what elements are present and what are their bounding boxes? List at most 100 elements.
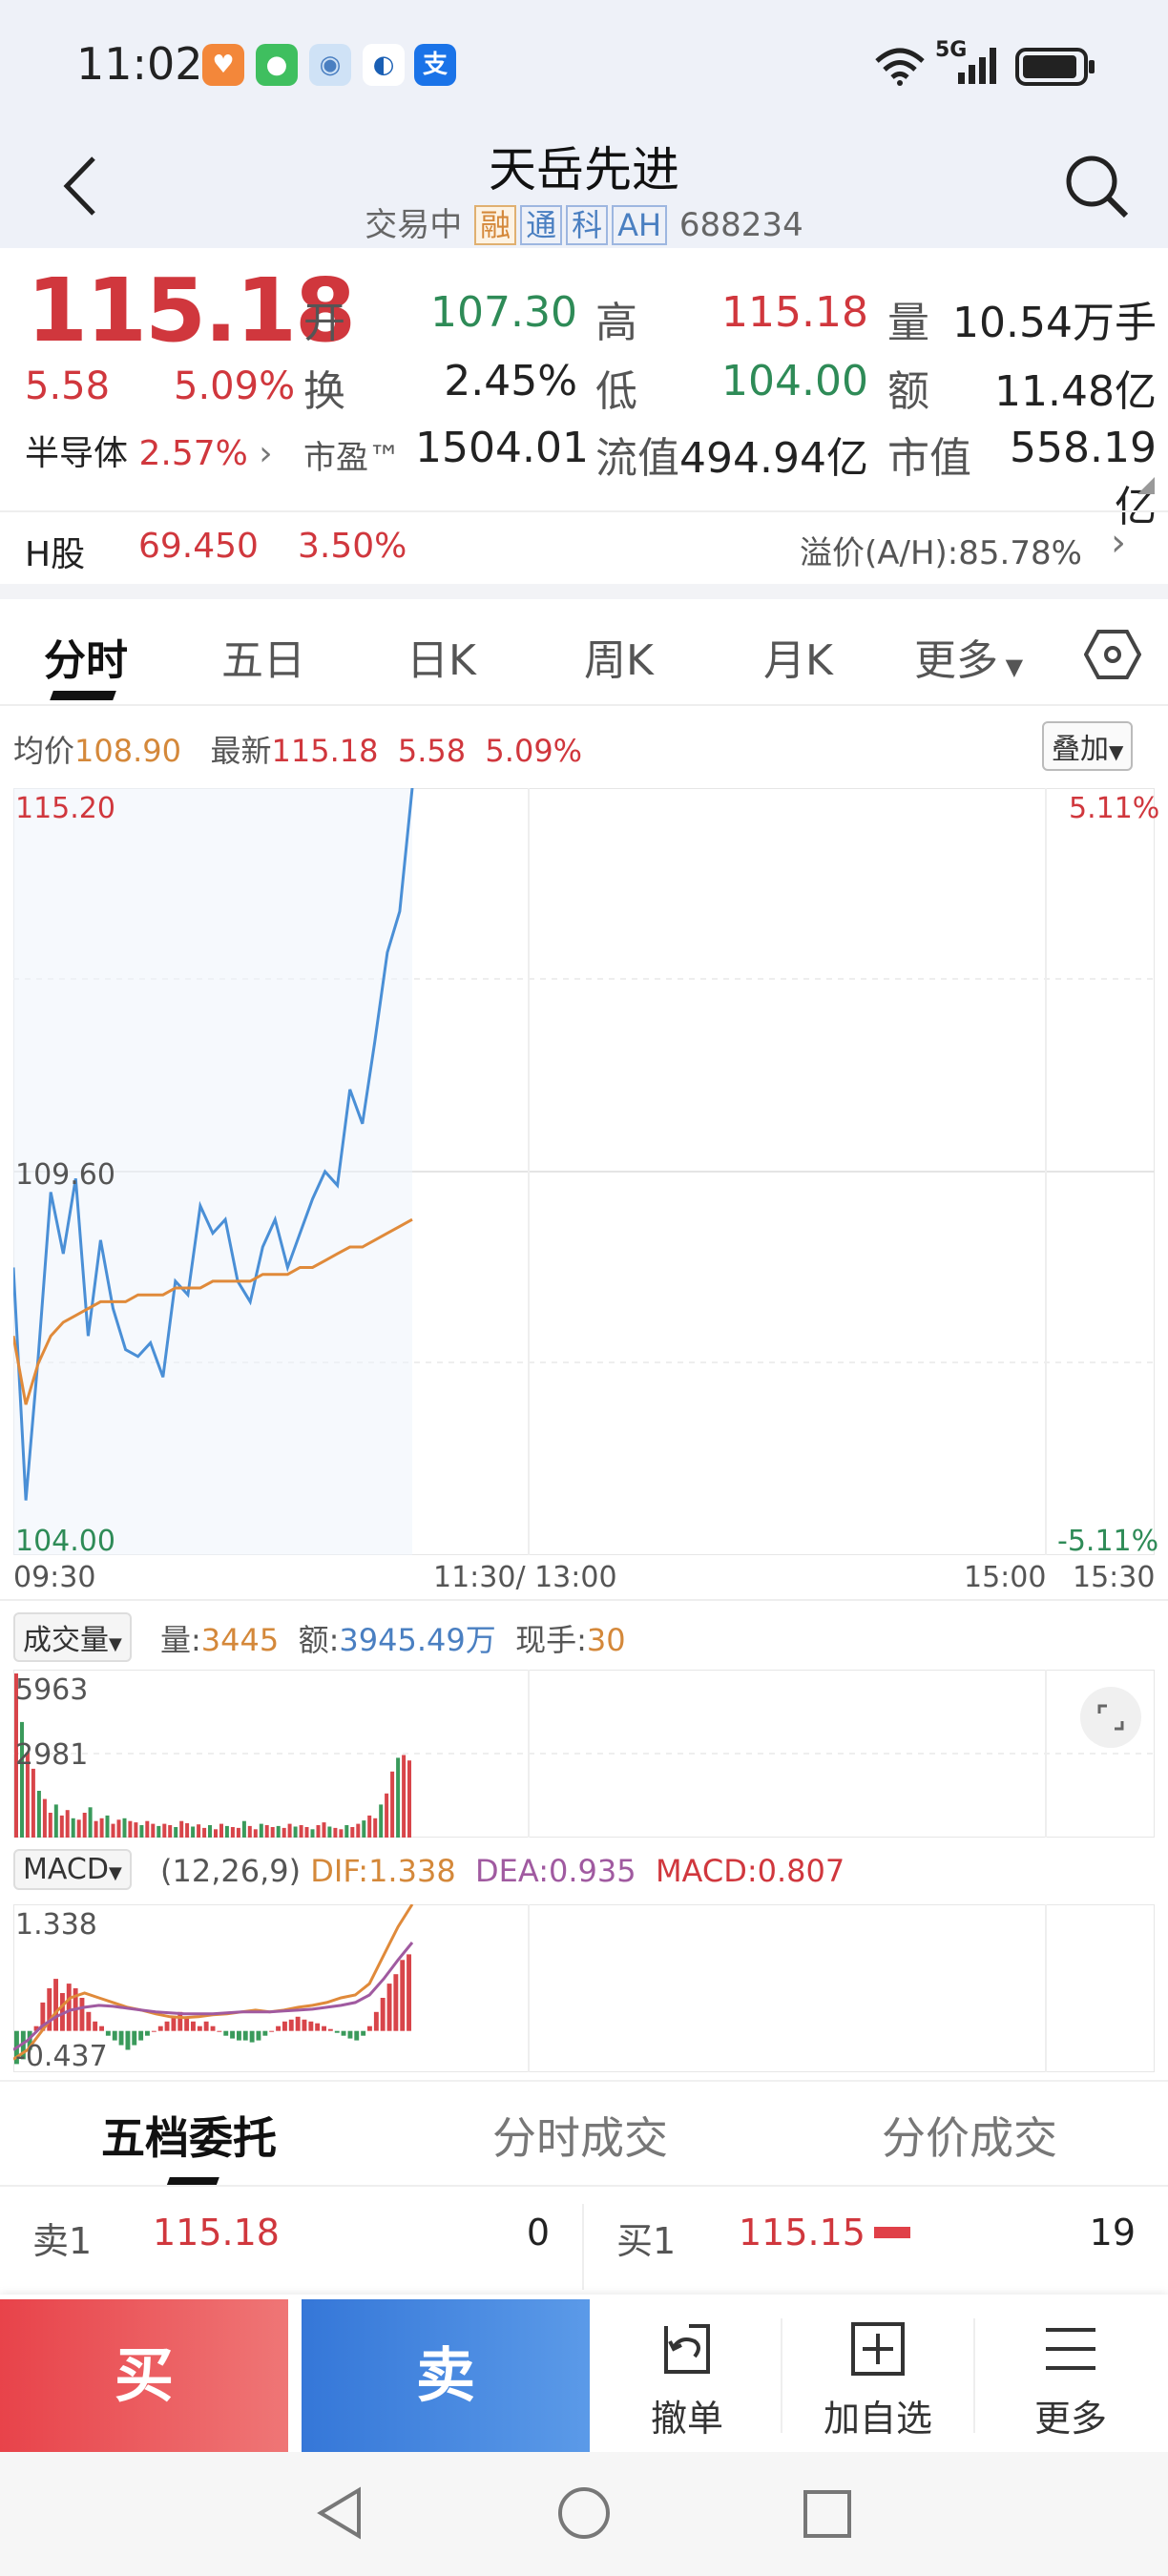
search-icon[interactable] [1063, 153, 1132, 221]
volume-bar [344, 1825, 349, 1838]
plus-square-icon [851, 2322, 905, 2376]
buy1-volume: 19 [1089, 2212, 1136, 2254]
tag-star[interactable]: 科 [566, 205, 609, 245]
tag-connect[interactable]: 通 [520, 205, 563, 245]
volume-bar [162, 1823, 167, 1838]
tab-five-day[interactable]: 五日 [221, 636, 305, 685]
buy1-price[interactable]: 115.15 [739, 2212, 866, 2254]
amount-value: 11.48亿 [994, 367, 1157, 416]
macd-bar [315, 2023, 321, 2031]
volume-bar [99, 1818, 104, 1838]
volume-bar [82, 1813, 87, 1838]
sector-link[interactable]: 半导体 2.57% › [25, 426, 273, 475]
market-cap-label: 市值 [887, 434, 971, 483]
macd-bar [262, 2030, 268, 2036]
cancel-order-button[interactable]: 撤单 [592, 2318, 782, 2441]
vol-value: 3445 [200, 1622, 280, 1658]
caret-down-icon: ▼ [1109, 740, 1124, 763]
stock-code: 688234 [678, 206, 803, 244]
y-mid-label: 109.60 [15, 1158, 115, 1192]
macd-bar [217, 2030, 222, 2032]
fullscreen-button[interactable] [1080, 1687, 1141, 1748]
macd-bar [157, 2025, 163, 2031]
network-type: 5G [935, 38, 968, 62]
more-button[interactable]: 更多 [975, 2318, 1166, 2441]
buy-button[interactable]: 买 [0, 2299, 288, 2452]
volume-bar [14, 1673, 18, 1838]
divider [0, 2185, 1168, 2187]
volume-bar [322, 1822, 326, 1838]
volume-bar [76, 1819, 81, 1838]
macd-params: (12,26,9) [160, 1853, 302, 1889]
tab-tick-trades[interactable]: 分时成交 [492, 2112, 668, 2164]
volume-chart[interactable] [13, 1670, 1155, 1838]
tab-order-book[interactable]: 五档委托 [101, 2112, 277, 2164]
volume-bar [191, 1826, 196, 1838]
caret-down-icon: ▼ [109, 1634, 122, 1654]
settings-hexagon-icon[interactable] [1084, 628, 1141, 681]
volume-bar [197, 1824, 201, 1838]
tag-ah[interactable]: AH [612, 205, 668, 245]
macd-indicator-dropdown[interactable]: MACD▼ [13, 1849, 132, 1890]
open-value: 107.30 [430, 288, 577, 337]
volume-bar [65, 1810, 70, 1838]
macd-bar [230, 2030, 235, 2039]
intraday-chart[interactable] [13, 788, 1155, 1555]
price-change-pct: 5.09% [174, 364, 296, 408]
nav-home-icon[interactable] [555, 2484, 613, 2542]
more-label: 更多 [1033, 2398, 1107, 2440]
price-change: 5.58 [25, 364, 111, 408]
volume-bar [407, 1760, 411, 1838]
sell1-volume: 0 [526, 2212, 550, 2254]
macd-chart[interactable] [13, 1904, 1155, 2072]
add-watchlist-button[interactable]: 加自选 [782, 2318, 973, 2441]
nav-back-icon[interactable] [313, 2484, 366, 2542]
ah-premium: 溢价(A/H):85.78% [800, 534, 1082, 572]
avg-price-value: 108.90 [74, 733, 181, 769]
turnover-label: 换 [303, 367, 345, 416]
h-share-row[interactable] [0, 510, 1168, 582]
macd-bar [125, 2030, 131, 2050]
tab-weekly-k[interactable]: 周K [584, 636, 654, 685]
volume-bar [362, 1820, 366, 1838]
price-line [13, 788, 414, 1501]
h-share-price: 69.450 [138, 527, 259, 566]
macd-bar [40, 2002, 46, 2031]
back-icon[interactable] [59, 153, 101, 219]
tab-daily-k[interactable]: 日K [407, 636, 476, 685]
macd-bar [138, 2030, 144, 2041]
macd-bar [210, 2025, 216, 2031]
volume-bar [310, 1829, 315, 1838]
overlay-button[interactable]: 叠加▼ [1042, 721, 1134, 771]
cur-label: 现手: [515, 1622, 587, 1658]
alipay-app-icon: 支 [414, 44, 456, 86]
sell-button[interactable]: 卖 [302, 2299, 590, 2452]
volume-bar [168, 1825, 173, 1838]
expand-corner-icon[interactable] [1136, 475, 1157, 496]
macd-bar [295, 2016, 301, 2031]
volume-bar [356, 1823, 361, 1838]
tab-more[interactable]: 更多 ▼ [914, 626, 1023, 687]
tab-monthly-k[interactable]: 月K [763, 636, 833, 685]
tag-margin[interactable]: 融 [474, 205, 517, 245]
buy1-label: 买1 [616, 2220, 677, 2262]
pct-top-label: 5.11% [1069, 792, 1160, 825]
macd-bar [308, 2021, 314, 2031]
macd-bar [269, 2030, 275, 2032]
macd-bar [223, 2030, 229, 2036]
last-price-label: 最新 [210, 733, 272, 769]
macd-bar [33, 2025, 39, 2031]
volume-indicator-dropdown[interactable]: 成交量▼ [13, 1612, 132, 1662]
volume-bar [264, 1825, 269, 1838]
sell1-price[interactable]: 115.18 [153, 2212, 280, 2254]
x-label-close: 15:00 [964, 1561, 1047, 1594]
tab-intraday[interactable]: 分时 [44, 636, 128, 685]
macd-bar [164, 2021, 170, 2031]
volume-bar [48, 1813, 52, 1838]
volume-bar [379, 1804, 384, 1838]
sogou-app-icon: ◐ [363, 44, 405, 86]
macd-bar [191, 2021, 196, 2031]
sector-pct: 2.57% [138, 434, 248, 473]
tab-price-trades[interactable]: 分价成交 [882, 2112, 1057, 2164]
nav-recents-icon[interactable] [802, 2488, 855, 2542]
